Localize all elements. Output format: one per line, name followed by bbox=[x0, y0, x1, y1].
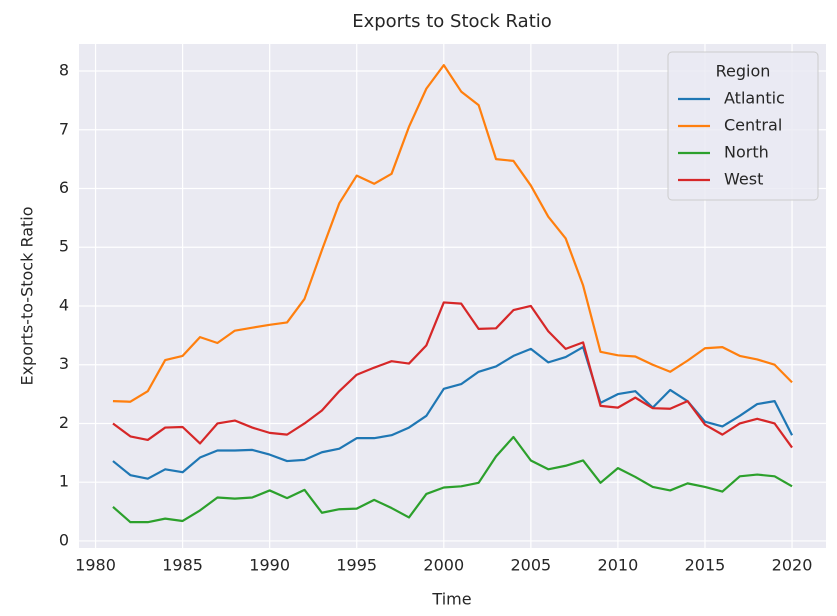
legend-label: West bbox=[724, 170, 763, 189]
x-tick-label: 1995 bbox=[336, 556, 377, 575]
line bbox=[112, 435, 793, 524]
x-tick-label: 1985 bbox=[162, 556, 203, 575]
y-tick-label: 4 bbox=[59, 295, 69, 314]
legend-label: Atlantic bbox=[724, 89, 785, 108]
x-tick-label: 2005 bbox=[510, 556, 551, 575]
x-tick-label: 2015 bbox=[685, 556, 726, 575]
x-axis-label: Time bbox=[431, 590, 471, 609]
x-tick-label: 1990 bbox=[249, 556, 290, 575]
x-tick-label: 2010 bbox=[598, 556, 639, 575]
y-tick-label: 1 bbox=[59, 472, 69, 491]
line bbox=[112, 346, 794, 480]
y-tick-label: 6 bbox=[59, 178, 69, 197]
y-tick-label: 2 bbox=[59, 413, 69, 432]
legend-title: Region bbox=[716, 62, 771, 81]
x-tick-label: 2020 bbox=[772, 556, 813, 575]
legend-label: North bbox=[724, 143, 769, 162]
y-axis-label: Exports-to-Stock Ratio bbox=[18, 206, 37, 385]
y-tick-label: 5 bbox=[59, 237, 69, 256]
y-tick-label: 0 bbox=[59, 530, 69, 549]
line bbox=[112, 301, 793, 449]
y-tick-label: 8 bbox=[59, 61, 69, 80]
y-tick-label: 7 bbox=[59, 119, 69, 138]
line bbox=[112, 64, 793, 403]
x-tick-label: 1980 bbox=[75, 556, 116, 575]
legend-box bbox=[667, 51, 819, 201]
x-tick-label: 2000 bbox=[423, 556, 464, 575]
chart-title: Exports to Stock Ratio bbox=[352, 11, 552, 32]
legend-label: Central bbox=[724, 116, 782, 135]
y-tick-label: 3 bbox=[59, 354, 69, 373]
